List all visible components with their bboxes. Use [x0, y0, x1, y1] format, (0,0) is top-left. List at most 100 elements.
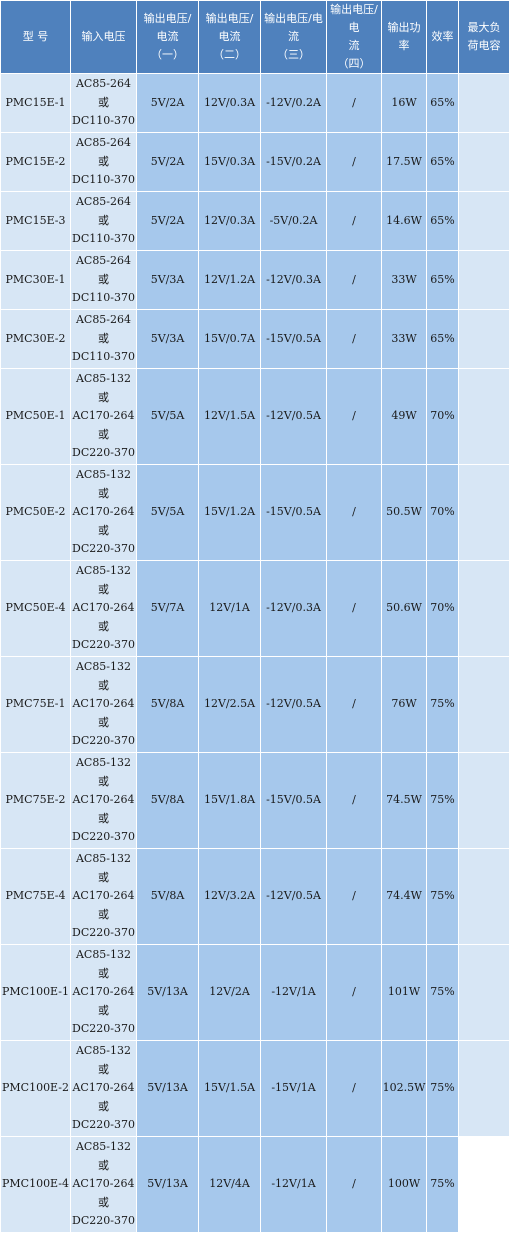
output-1-cell: 5V/8A — [137, 753, 199, 849]
output-3-cell: -5V/0.2A — [261, 192, 327, 251]
output-3-cell: -12V/0.3A — [261, 251, 327, 310]
output-4-cell: / — [327, 465, 382, 561]
input-voltage-line: 或 — [71, 810, 136, 829]
output-3-cell: -15V/0.2A — [261, 133, 327, 192]
model-cell: PMC15E-1 — [1, 74, 71, 133]
input-voltage-line: AC85-132 — [71, 370, 136, 389]
output-power-cell: 76W — [382, 657, 427, 753]
input-voltage-line: 或 — [71, 677, 136, 696]
input-voltage-line: 或 — [71, 212, 136, 231]
output-power-cell: 100W — [382, 1137, 427, 1233]
output-4-cell: / — [327, 753, 382, 849]
max-load-capacitance-cell — [459, 74, 509, 133]
efficiency-cell: 75% — [427, 945, 459, 1041]
input-voltage-line: AC170-264 — [71, 887, 136, 906]
output-2-cell: 12V/2.5A — [199, 657, 261, 753]
output-4-cell: / — [327, 251, 382, 310]
input-voltage-line: DC220-370 — [71, 828, 136, 847]
header-output-2: 输出电压/ 电流 （二） — [199, 1, 261, 74]
output-1-cell: 5V/5A — [137, 465, 199, 561]
input-voltage-line: AC85-264 — [71, 134, 136, 153]
output-2-cell: 12V/0.3A — [199, 192, 261, 251]
output-4-cell: / — [327, 945, 382, 1041]
header-output-3: 输出电压/电 流 （三） — [261, 1, 327, 74]
model-cell: PMC50E-2 — [1, 465, 71, 561]
output-2-cell: 15V/0.7A — [199, 310, 261, 369]
input-voltage-line: AC85-132 — [71, 1042, 136, 1061]
output-1-cell: 5V/3A — [137, 251, 199, 310]
input-voltage-line: DC110-370 — [71, 289, 136, 308]
input-voltage-line: AC170-264 — [71, 695, 136, 714]
input-voltage-line: 或 — [71, 1157, 136, 1176]
output-1-cell: 5V/8A — [137, 849, 199, 945]
input-voltage-line: DC110-370 — [71, 348, 136, 367]
output-2-cell: 15V/1.8A — [199, 753, 261, 849]
output-2-cell: 12V/0.3A — [199, 74, 261, 133]
output-power-cell: 33W — [382, 251, 427, 310]
output-2-cell: 15V/1.2A — [199, 465, 261, 561]
input-voltage-line: 或 — [71, 426, 136, 445]
input-voltage-line: DC110-370 — [71, 112, 136, 131]
max-load-capacitance-cell — [459, 1137, 509, 1233]
input-voltage-line: DC220-370 — [71, 1116, 136, 1135]
header-efficiency: 效率 — [427, 1, 459, 74]
input-voltage-line: AC85-132 — [71, 466, 136, 485]
output-4-cell: / — [327, 310, 382, 369]
max-load-capacitance-cell — [459, 1041, 509, 1137]
output-1-cell: 5V/2A — [137, 74, 199, 133]
output-3-cell: -12V/0.3A — [261, 561, 327, 657]
input-voltage-line: AC85-132 — [71, 658, 136, 677]
model-cell: PMC30E-1 — [1, 251, 71, 310]
input-voltage-line: AC85-132 — [71, 562, 136, 581]
model-cell: PMC100E-1 — [1, 945, 71, 1041]
input-voltage-line: AC85-264 — [71, 311, 136, 330]
output-power-cell: 101W — [382, 945, 427, 1041]
output-power-cell: 74.5W — [382, 753, 427, 849]
max-load-capacitance-cell — [459, 753, 509, 849]
max-load-capacitance-cell — [459, 251, 509, 310]
output-2-cell: 12V/1.5A — [199, 369, 261, 465]
input-voltage-line: DC110-370 — [71, 171, 136, 190]
efficiency-cell: 75% — [427, 1041, 459, 1137]
output-3-cell: -12V/0.5A — [261, 657, 327, 753]
header-output-1: 输出电压/ 电流 （一） — [137, 1, 199, 74]
output-4-cell: / — [327, 192, 382, 251]
max-load-capacitance-cell — [459, 465, 509, 561]
output-power-cell: 17.5W — [382, 133, 427, 192]
output-2-cell: 15V/0.3A — [199, 133, 261, 192]
output-1-cell: 5V/3A — [137, 310, 199, 369]
output-power-cell: 50.6W — [382, 561, 427, 657]
max-load-capacitance-cell — [459, 133, 509, 192]
efficiency-cell: 70% — [427, 561, 459, 657]
input-voltage-line: 或 — [71, 522, 136, 541]
output-3-cell: -12V/0.5A — [261, 369, 327, 465]
max-load-capacitance-cell — [459, 310, 509, 369]
header-output-4: 输出电压/电 流 （四） — [327, 1, 382, 74]
output-4-cell: / — [327, 1137, 382, 1233]
input-voltage-line: AC170-264 — [71, 1079, 136, 1098]
input-voltage-line: DC110-370 — [71, 230, 136, 249]
input-voltage-line: DC220-370 — [71, 444, 136, 463]
output-1-cell: 5V/13A — [137, 1137, 199, 1233]
input-voltage-line: 或 — [71, 1194, 136, 1213]
output-3-cell: -15V/0.5A — [261, 310, 327, 369]
input-voltage-line: 或 — [71, 1002, 136, 1021]
output-power-cell: 16W — [382, 74, 427, 133]
input-voltage-line: AC170-264 — [71, 983, 136, 1002]
